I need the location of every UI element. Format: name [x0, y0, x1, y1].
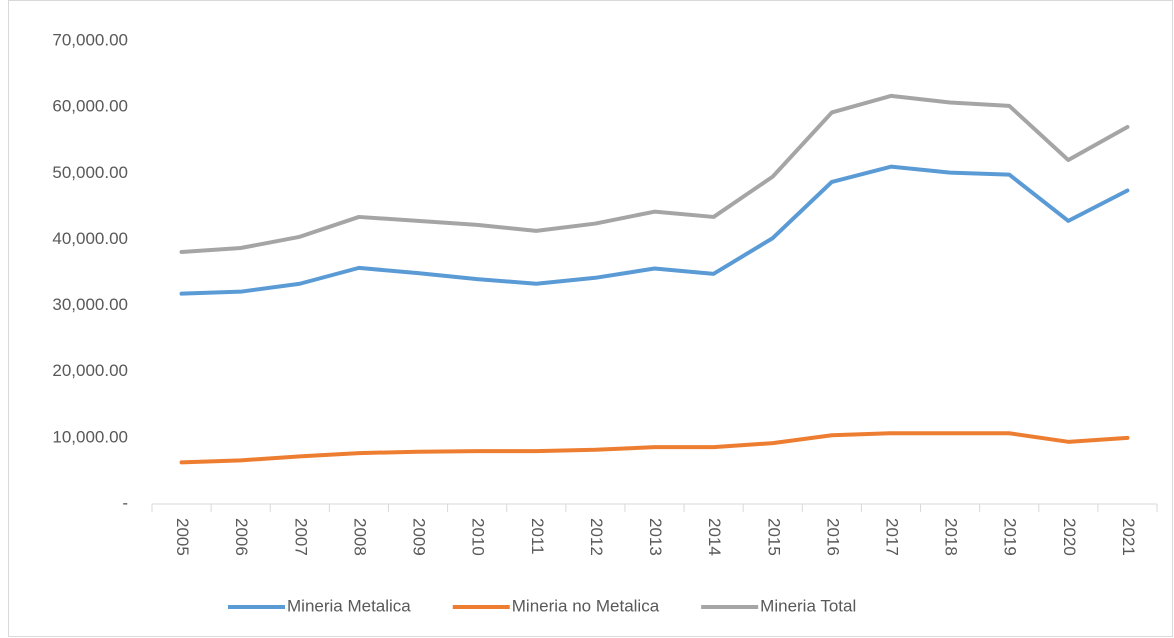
y-tick-label: 70,000.00 [52, 30, 128, 49]
y-tick-label: 40,000.00 [52, 229, 128, 248]
x-tick-label: 2006 [232, 518, 251, 556]
legend-label: Mineria Total [760, 596, 856, 615]
line-series [179, 93, 1130, 254]
y-tick-label: 30,000.00 [52, 295, 128, 314]
chart-border [8, 0, 1173, 637]
x-tick-label: 2019 [1001, 518, 1020, 556]
x-tick-label: 2012 [587, 518, 606, 556]
x-tick-label: 2017 [882, 518, 901, 556]
x-tick-label: 2018 [942, 518, 961, 556]
x-tick-label: 2020 [1060, 518, 1079, 556]
line-series [179, 164, 1130, 296]
y-tick-label: 50,000.00 [52, 163, 128, 182]
x-tick-label: 2016 [823, 518, 842, 556]
x-tick-label: 2014 [705, 518, 724, 556]
x-tick-label: 2010 [469, 518, 488, 556]
x-tick-label: 2007 [291, 518, 310, 556]
x-tick-label: 2015 [764, 518, 783, 556]
x-tick-label: 2005 [173, 518, 192, 556]
line-series [179, 431, 1130, 465]
y-tick-label: 10,000.00 [52, 427, 128, 446]
x-tick-label: 2021 [1119, 518, 1138, 556]
y-tick-label: 20,000.00 [52, 361, 128, 380]
y-tick-label: - [122, 493, 128, 512]
y-tick-label: 60,000.00 [52, 97, 128, 116]
x-tick-label: 2009 [410, 518, 429, 556]
x-tick-label: 2011 [528, 518, 547, 555]
legend-label: Mineria no Metalica [512, 596, 660, 615]
x-tick-label: 2013 [646, 518, 665, 556]
legend-label: Mineria Metalica [287, 596, 411, 615]
x-tick-label: 2008 [350, 518, 369, 556]
